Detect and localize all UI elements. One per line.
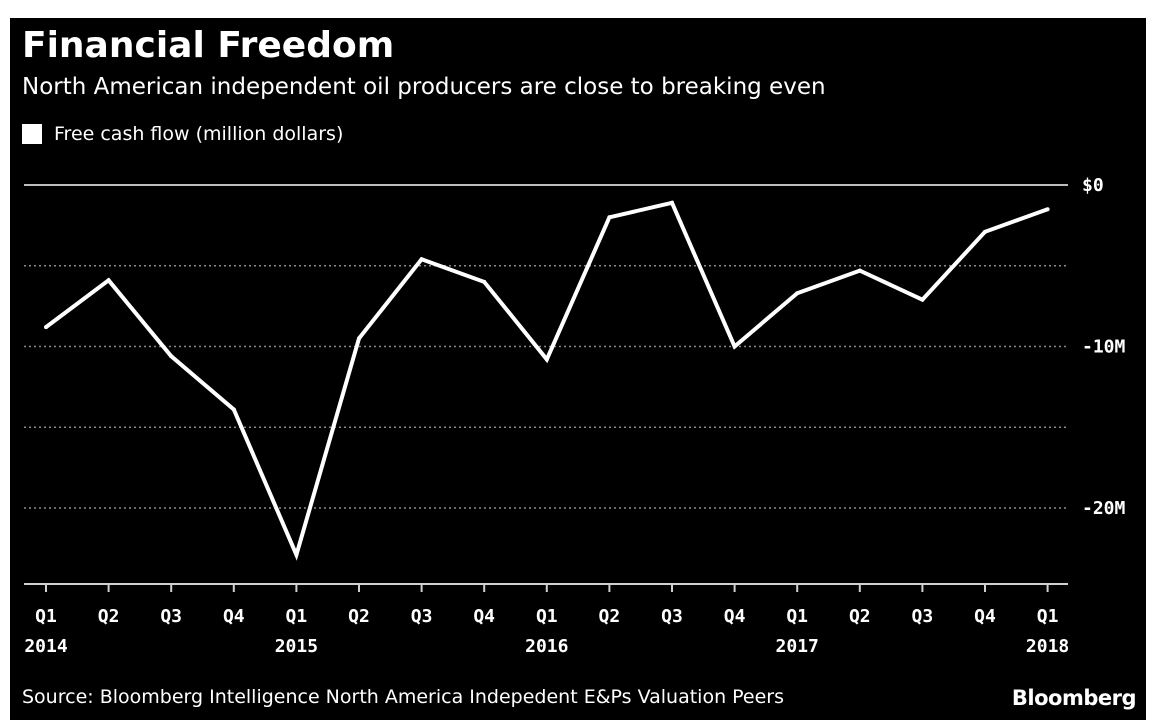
x-tick-label-quarter: Q4 — [974, 606, 996, 627]
y-tick-label: $0 — [1082, 175, 1104, 196]
data-point — [1045, 207, 1050, 212]
x-tick-label-quarter: Q4 — [223, 606, 245, 627]
x-tick-label-quarter: Q1 — [1037, 606, 1059, 627]
bloomberg-logo: Bloomberg — [1011, 686, 1137, 710]
data-point — [419, 257, 424, 262]
x-axis-ticks: Q1 2014 Q2 Q3 Q4 Q1 2015 Q2 Q3 Q4 Q1 2016 Q2 Q3 Q4 Q1 20… — [24, 584, 1069, 657]
chart-background — [10, 18, 1146, 720]
legend: Free cash flow (million dollars) — [22, 120, 343, 148]
x-tick-label-quarter: Q1 — [286, 606, 308, 627]
data-point — [169, 354, 174, 359]
x-tick-label-year: 2014 — [24, 636, 68, 657]
data-point — [544, 357, 549, 362]
y-tick-label: -10M — [1082, 337, 1126, 358]
data-point — [795, 291, 800, 296]
x-tick-label-quarter: Q2 — [849, 606, 871, 627]
x-tick-label-quarter: Q2 — [98, 606, 120, 627]
data-point — [106, 278, 111, 283]
y-tick-label: -20M — [1082, 498, 1126, 519]
x-tick-label-quarter: Q1 — [786, 606, 808, 627]
series-line-free-cash-flow — [44, 200, 1049, 561]
data-point — [920, 297, 925, 302]
x-tick-label-quarter: Q3 — [160, 606, 182, 627]
chart-subtitle: North American independent oil producers… — [22, 74, 826, 100]
chart-title: Financial Freedom — [22, 25, 395, 66]
legend-label: Free cash flow (million dollars) — [54, 123, 344, 145]
data-point — [294, 552, 299, 557]
x-tick-label-year: 2016 — [525, 636, 568, 657]
data-point — [607, 215, 612, 220]
x-tick-label-quarter: Q3 — [411, 606, 433, 627]
y-axis-tick-labels: $0 -10M -20M — [1082, 175, 1126, 519]
source-note: Source: Bloomberg Intelligence North Ame… — [22, 686, 785, 708]
x-tick-label-quarter: Q4 — [473, 606, 495, 627]
x-tick-label-quarter: Q2 — [348, 606, 370, 627]
data-point — [357, 336, 361, 341]
data-point — [670, 200, 674, 205]
x-tick-label-quarter: Q3 — [661, 606, 683, 627]
legend-swatch — [22, 124, 42, 144]
x-tick-label-quarter: Q3 — [912, 606, 934, 627]
data-point — [482, 279, 487, 284]
x-tick-label-year: 2017 — [776, 636, 819, 657]
x-tick-label-quarter: Q1 — [536, 606, 558, 627]
data-point — [231, 407, 236, 412]
data-point — [857, 268, 862, 273]
x-tick-label-quarter: Q4 — [724, 606, 746, 627]
data-point — [983, 229, 987, 234]
x-tick-label-year: 2015 — [275, 636, 318, 657]
data-point — [732, 344, 737, 349]
grid-lines — [24, 184, 1068, 509]
x-tick-label-quarter: Q1 — [35, 606, 57, 627]
x-tick-label-year: 2018 — [1026, 636, 1069, 657]
data-points — [44, 200, 1050, 557]
data-point — [44, 325, 48, 330]
x-tick-label-quarter: Q2 — [599, 606, 621, 627]
